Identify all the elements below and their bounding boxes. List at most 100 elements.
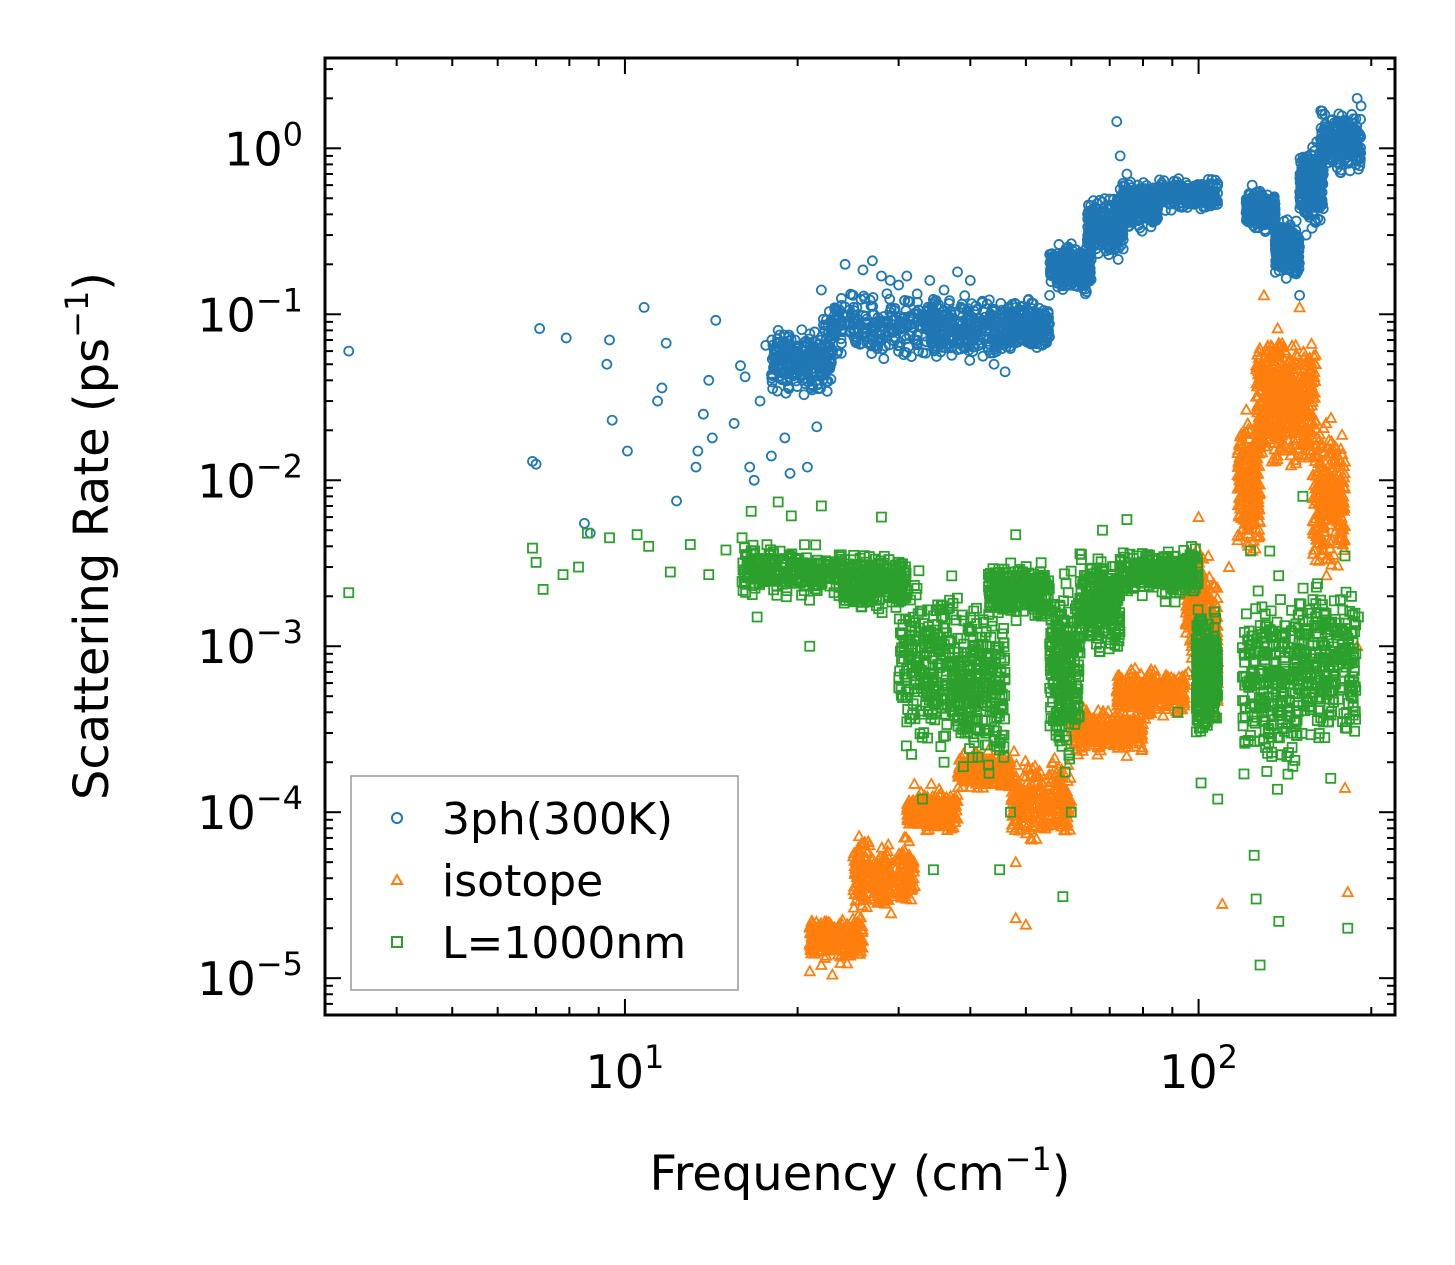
data-point: [773, 341, 784, 353]
data-point: [1062, 245, 1074, 256]
data-point: [911, 339, 923, 351]
data-point: [938, 305, 950, 316]
data-point: [1036, 311, 1048, 323]
data-point: [821, 376, 832, 388]
data-point: [809, 357, 820, 369]
data-point: [967, 346, 979, 357]
data-point: [986, 303, 998, 315]
data-point: [866, 348, 878, 359]
data-point: [899, 295, 910, 307]
data-point: [926, 301, 938, 313]
data-point: [962, 313, 974, 325]
data-point: [859, 324, 871, 335]
data-point: [906, 326, 917, 337]
data-point: [829, 302, 841, 314]
data-point: [889, 302, 901, 314]
data-point: [904, 313, 916, 325]
data-point: [1027, 333, 1039, 345]
data-point: [911, 288, 923, 300]
data-point: [796, 370, 808, 382]
data-point: [781, 375, 793, 387]
data-point: [856, 337, 868, 349]
data-point: [1009, 337, 1021, 349]
data-point: [826, 318, 838, 330]
data-point: [778, 350, 790, 362]
data-point: [786, 343, 797, 355]
data-point: [848, 301, 860, 313]
data-point: [848, 331, 860, 343]
data-point: [902, 295, 914, 307]
data-point: [1002, 316, 1014, 328]
data-point: [816, 366, 828, 378]
data-point: [850, 337, 862, 349]
data-point: [865, 300, 877, 312]
data-point: [949, 307, 961, 318]
data-point: [975, 319, 987, 331]
data-point: [1067, 277, 1079, 288]
data-point: [939, 332, 951, 344]
data-point: [824, 355, 836, 367]
data-point: [1058, 246, 1070, 258]
data-point: [1052, 263, 1063, 275]
data-point: [814, 347, 825, 359]
data-point: [1037, 339, 1048, 351]
data-point: [976, 337, 988, 349]
data-point: [1080, 288, 1091, 300]
data-point: [928, 340, 940, 352]
data-point: [893, 345, 904, 357]
data-point: [861, 331, 873, 342]
data-point: [1000, 328, 1011, 339]
data-point: [931, 351, 942, 362]
data-point: [1069, 263, 1081, 275]
data-point: [876, 343, 888, 355]
data-point: [822, 363, 834, 375]
data-point: [766, 376, 778, 388]
data-point: [946, 349, 958, 361]
data-point: [766, 334, 778, 346]
data-point: [804, 338, 816, 350]
data-point: [798, 389, 810, 401]
data-point: [955, 343, 967, 355]
data-point: [931, 318, 943, 330]
data-point: [958, 303, 970, 315]
series-0: [343, 92, 1367, 539]
data-point: [1058, 273, 1070, 285]
data-point: [871, 327, 882, 339]
data-point: [954, 330, 966, 342]
data-point: [767, 383, 779, 395]
data-point: [833, 319, 845, 331]
data-point: [772, 363, 784, 375]
data-point: [793, 354, 805, 366]
data-point: [1037, 331, 1049, 343]
data-point: [889, 313, 901, 325]
data-point: [1051, 256, 1063, 268]
data-point: [1057, 284, 1069, 295]
data-point: [1022, 304, 1033, 316]
data-point: [796, 324, 808, 336]
data-point: [841, 310, 852, 322]
data-point: [1023, 321, 1035, 333]
data-point: [943, 298, 955, 309]
data-point: [803, 333, 815, 345]
data-point: [817, 313, 829, 325]
data-point: [1078, 274, 1090, 285]
data-point: [946, 318, 957, 330]
data-point: [1112, 254, 1124, 265]
data-point: [884, 293, 896, 305]
data-point: [900, 347, 912, 359]
data-point: [1010, 326, 1021, 337]
data-point: [1065, 279, 1077, 291]
data-point: [943, 321, 954, 333]
data-point: [774, 329, 786, 341]
data-layer: [343, 92, 1367, 980]
data-point: [835, 333, 847, 345]
data-point: [932, 311, 943, 322]
data-point: [926, 338, 938, 350]
data-point: [980, 319, 992, 331]
data-point: [865, 340, 877, 352]
data-point: [806, 379, 818, 390]
data-point: [794, 359, 806, 371]
data-point: [1065, 238, 1077, 250]
data-point: [992, 332, 1004, 344]
